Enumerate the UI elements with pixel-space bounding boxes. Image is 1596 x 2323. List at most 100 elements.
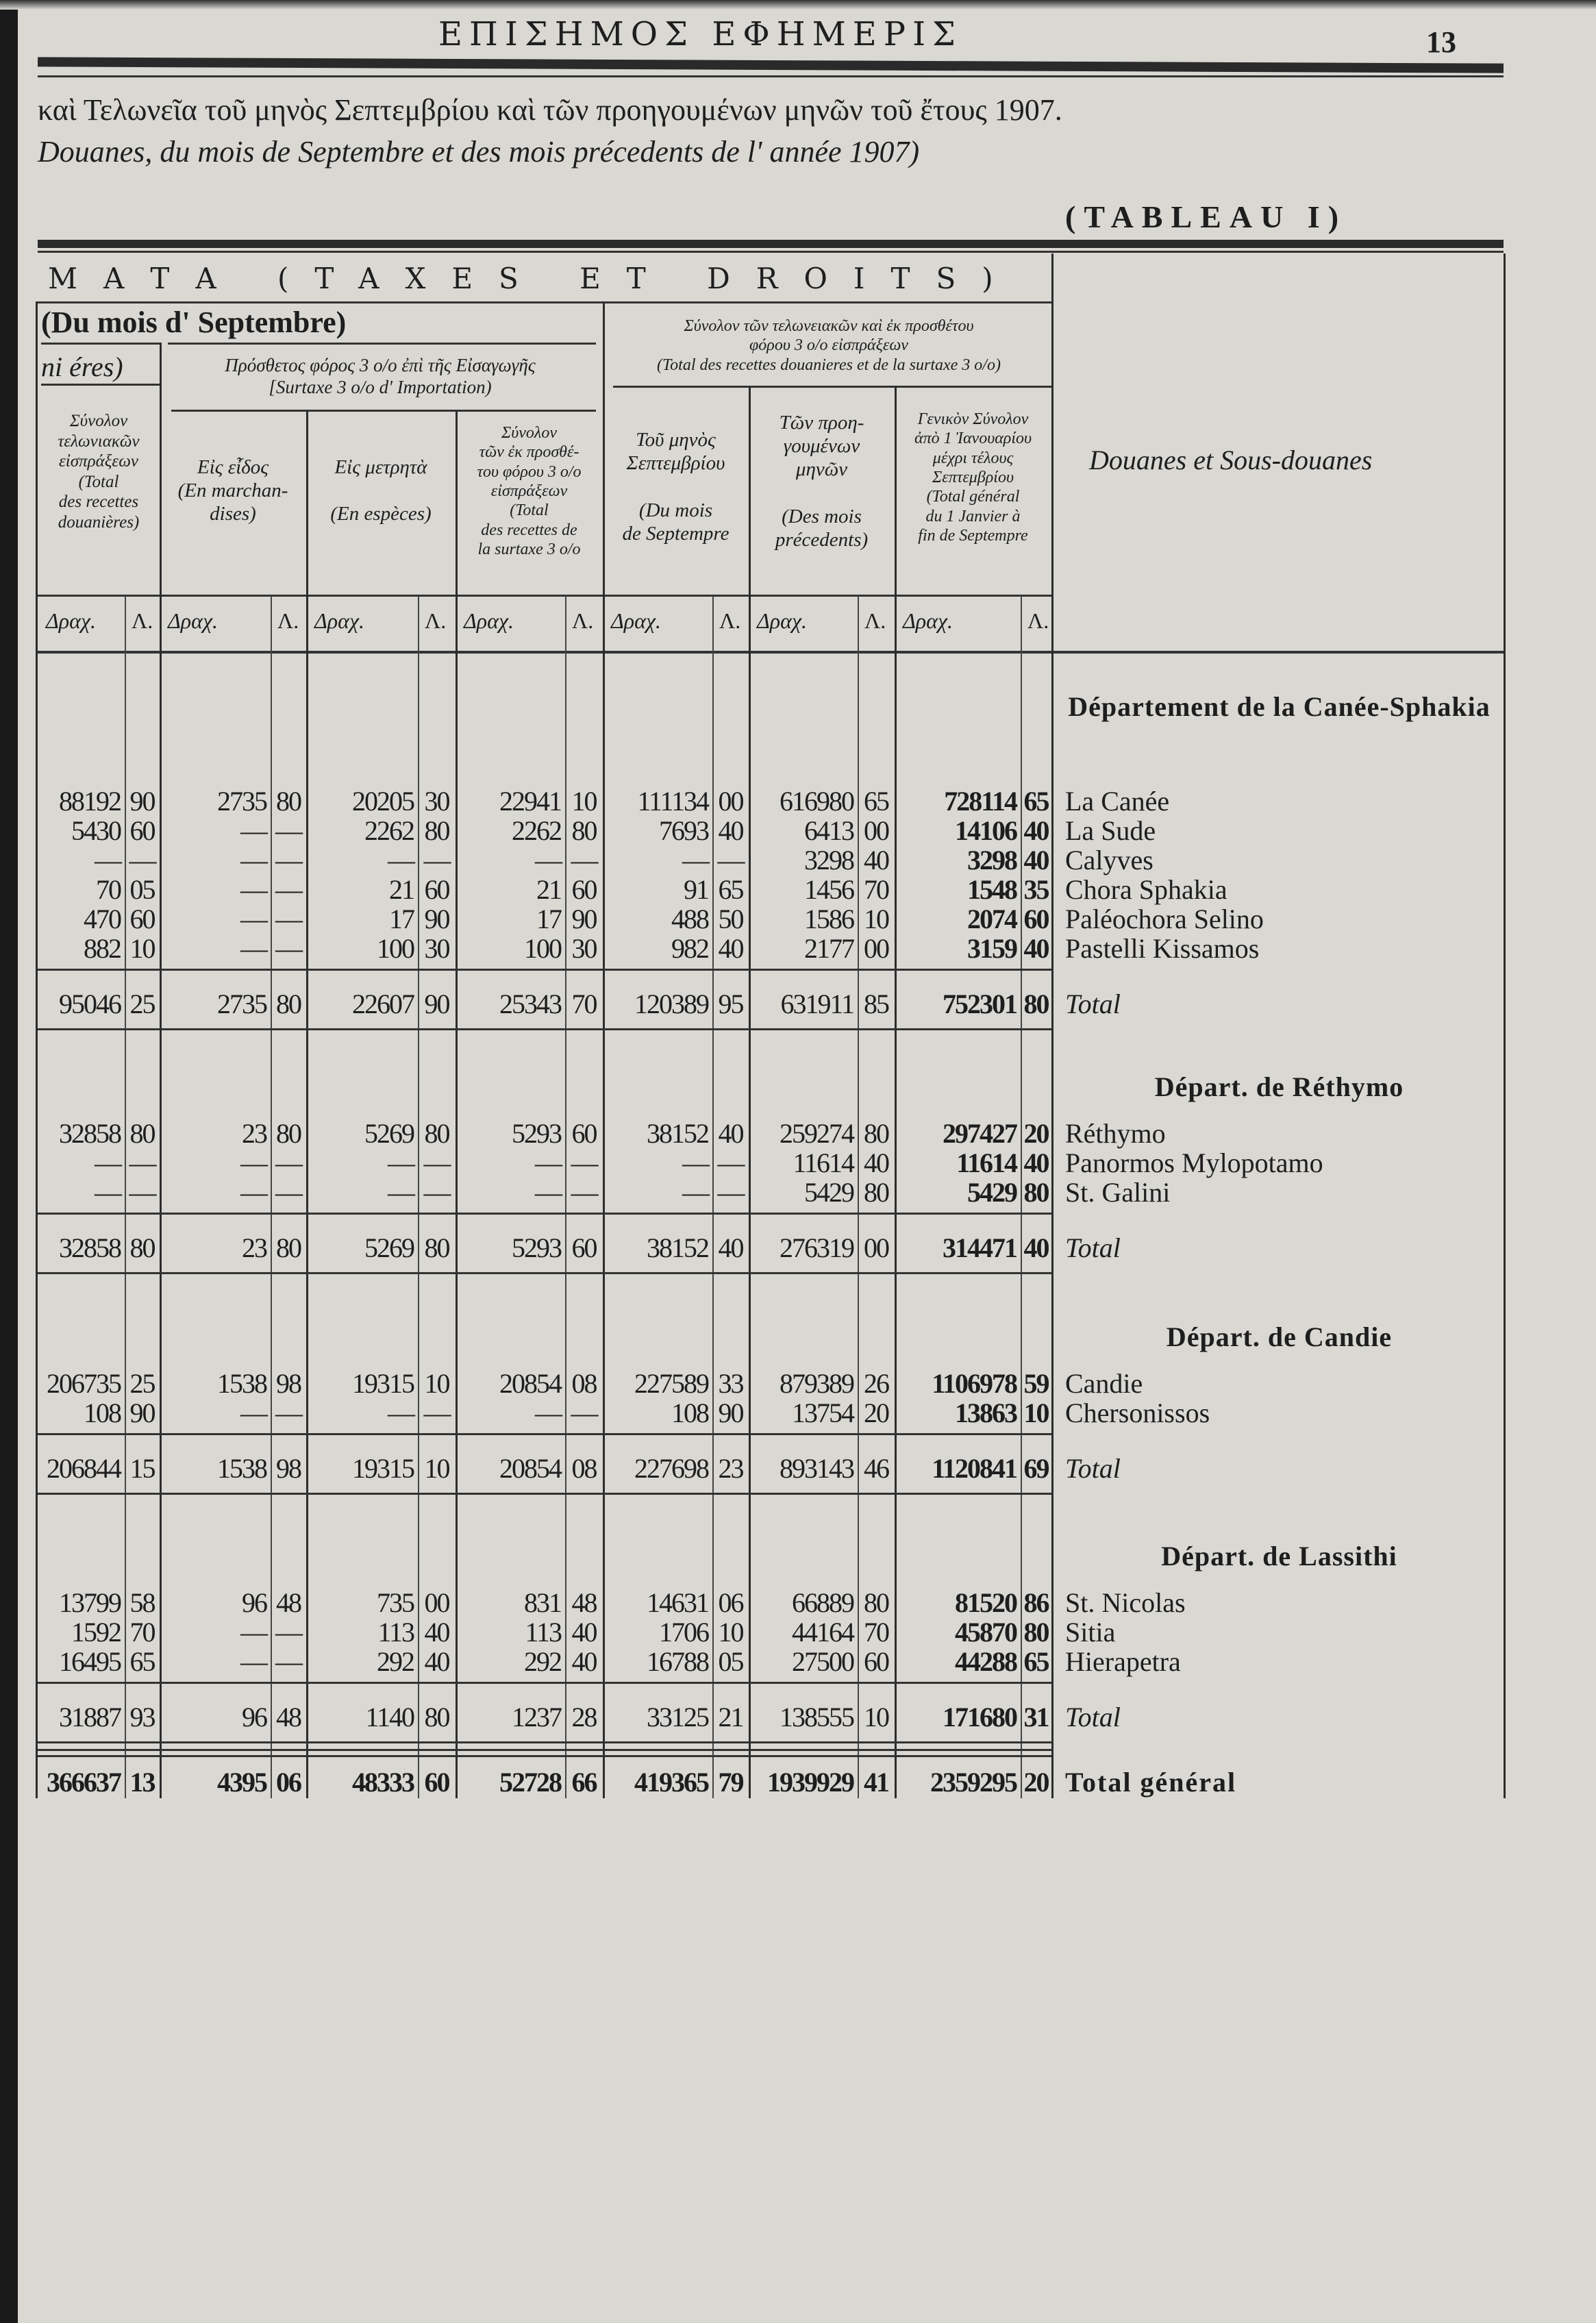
table-row-drachmas: — [240,904,268,934]
table-row-drachmas: 7693 [659,815,710,846]
table-row-lepta: 48 [276,1587,302,1618]
table-row-drachmas: 5429 [967,1177,1018,1208]
divider [171,410,596,412]
table-row-lepta: — [275,933,303,964]
table-row-drachmas: 1548 [967,874,1018,905]
total-row-drachmas: 32858 [59,1232,122,1263]
table-row-lepta: 20 [1023,1118,1050,1149]
table-row-lepta: 65 [864,786,890,817]
table-row-lepta: 80 [424,815,451,846]
table-row-lepta: — [423,845,451,875]
table-row-lepta: — [129,845,157,875]
total-group-header: Σύνολον τῶν τελωνειακῶν καὶ ἐκ προσθέτου… [657,317,1001,374]
total-row-lepta: 85 [864,989,890,1019]
table-row-drachmas: 882 [84,933,122,964]
table-row-drachmas: 17 [389,904,415,934]
header-bottom-rule [38,595,1051,597]
subtitle-greek: καὶ Τελωνεῖα τοῦ μηνὸς Σεπτεμβρίου καὶ τ… [38,93,1062,127]
grand-total-row-drachmas: 52728 [499,1767,562,1798]
table-row-lepta: 90 [129,786,156,817]
table-row-lepta: 80 [864,1177,890,1208]
total-row-lepta: 80 [129,1232,156,1263]
total-row-lepta: 28 [571,1702,598,1732]
table-row-drachmas: 1538 [217,1368,268,1399]
table-row-lepta: 40 [1023,845,1050,875]
table-row-drachmas: 831 [524,1587,562,1618]
table-row-lepta: 40 [1023,933,1050,964]
total-row-lepta: 48 [276,1702,302,1732]
table-row-lepta: 00 [864,933,890,964]
grand-total-row-name: Total général [1065,1767,1237,1798]
table-row-name: Pastelli Kissamos [1065,933,1260,964]
table-row-drachmas: 70 [96,874,122,905]
table-row-name: La Canée [1065,786,1170,817]
total-row-drachmas: 38152 [647,1232,710,1263]
table-row-drachmas: — [240,1177,268,1208]
month-group-header: (Du mois d' Septembre) [41,306,347,339]
grand-total-row-lepta: 41 [864,1767,890,1798]
table-row-drachmas: 297427 [943,1118,1018,1149]
table-row-lepta: 80 [276,786,302,817]
table-row-lepta: — [275,845,303,875]
table-row-drachmas: 22941 [499,786,562,817]
total-row-drachmas: 22607 [352,989,415,1019]
grand-total-row-drachmas: 48333 [352,1767,415,1798]
column-divider [456,411,458,1798]
table-row-lepta: 86 [1023,1587,1050,1618]
total-row-drachmas: 31887 [59,1702,122,1732]
table-row-lepta: 30 [424,933,451,964]
total-row-lepta: 31 [1023,1702,1050,1732]
table-row-lepta: 26 [864,1368,890,1399]
page-number: 13 [1426,25,1456,59]
table-row-drachmas: 5429 [804,1177,855,1208]
table-row-lepta: — [275,1177,303,1208]
grand-total-row-drachmas: 366637 [47,1767,122,1798]
total-row-name: Total [1065,989,1121,1019]
table-row-drachmas: — [240,845,268,875]
total-row-lepta: 93 [129,1702,156,1732]
total-row-lepta: 10 [864,1702,890,1732]
total-row-lepta: 00 [864,1232,890,1263]
table-row-drachmas: 45870 [955,1617,1018,1648]
column-divider [858,596,859,1798]
total-row-lepta: 40 [718,1232,745,1263]
total-row-lepta: 98 [276,1453,302,1484]
unit-lepta-label: Λ. [572,608,594,633]
department-heading: Départ. de Candie [1166,1321,1393,1352]
table-row-lepta: — [129,1177,157,1208]
table-row-lepta: 35 [1023,874,1050,905]
table-row-lepta: — [717,845,745,875]
table-row-lepta: — [275,815,303,846]
table-row-drachmas: — [535,1147,562,1178]
table-row-lepta: 70 [864,874,890,905]
table-row-drachmas: — [682,1147,710,1178]
table-row-drachmas: 982 [671,933,710,964]
table-row-lepta: — [275,1397,303,1428]
table-row-drachmas: 100 [524,933,562,964]
total-row-name: Total [1065,1232,1121,1263]
table-row-drachmas: 20205 [352,786,415,817]
table-row-lepta: 40 [1023,815,1050,846]
table-row-name: La Sude [1065,815,1156,846]
table-row-name: Paléochora Selino [1065,904,1264,934]
grand-total-row-lepta: 06 [276,1767,302,1798]
table-row-drachmas: — [388,1147,415,1178]
table-row-lepta: 40 [718,1118,745,1149]
table-row-drachmas: 2262 [364,815,415,846]
table-row-drachmas: — [240,1397,268,1428]
table-row-drachmas: — [95,1147,122,1178]
column-divider [418,596,419,1798]
table-row-drachmas: 1586 [804,904,855,934]
total-row-drachmas: 206844 [47,1453,122,1484]
table-row-drachmas: 3298 [804,845,855,875]
table-row-lepta: 10 [571,786,598,817]
total-row-name: Total [1065,1702,1121,1732]
total-row-lepta: 10 [424,1453,451,1484]
table-row-drachmas: — [388,1397,415,1428]
header-rule-thin [38,75,1504,77]
divider [41,343,161,345]
total-row-lepta: 60 [571,1232,598,1263]
table-row-lepta: — [571,1147,599,1178]
table-row-lepta: 25 [129,1368,156,1399]
table-row-lepta: 80 [276,1118,302,1149]
